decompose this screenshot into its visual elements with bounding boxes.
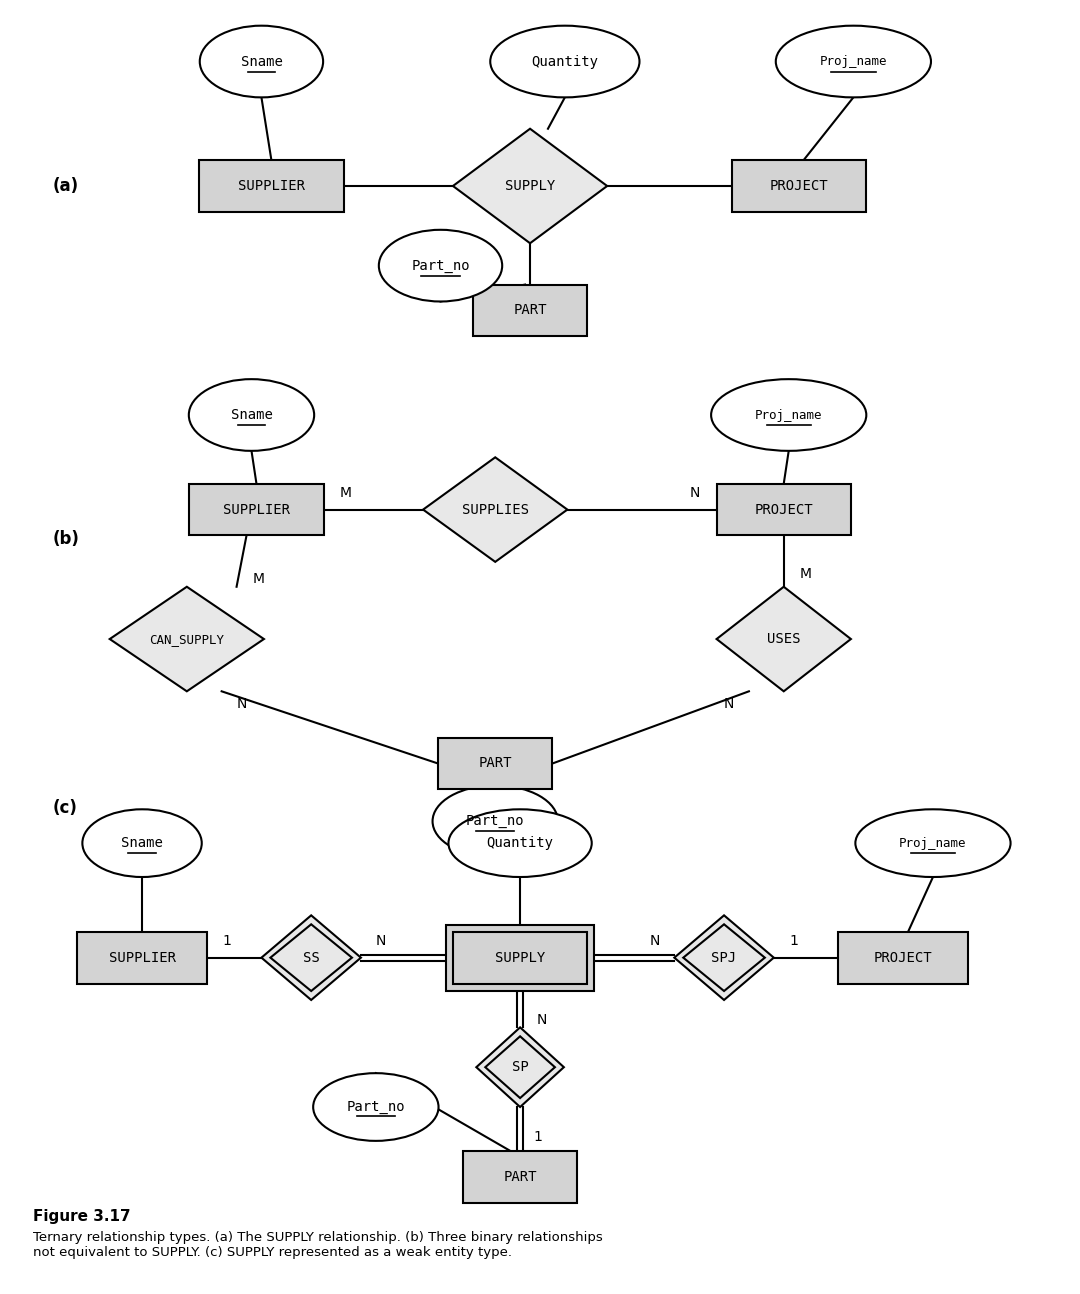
Text: Figure 3.17: Figure 3.17 — [32, 1209, 131, 1224]
Text: Part_no: Part_no — [347, 1100, 405, 1114]
Text: Sname: Sname — [241, 54, 282, 69]
Text: M: M — [339, 485, 351, 499]
Polygon shape — [261, 915, 361, 1000]
Text: PROJECT: PROJECT — [755, 502, 813, 516]
Ellipse shape — [448, 809, 592, 877]
Ellipse shape — [490, 26, 639, 97]
Text: N: N — [689, 485, 700, 499]
Text: SUPPLIES: SUPPLIES — [462, 502, 529, 516]
Bar — [717, 484, 851, 536]
Polygon shape — [453, 128, 607, 243]
Bar — [446, 925, 594, 990]
Text: 1: 1 — [534, 1130, 542, 1144]
Ellipse shape — [189, 379, 314, 450]
Text: SS: SS — [302, 951, 320, 964]
Text: PART: PART — [513, 304, 546, 317]
Text: SP: SP — [512, 1060, 528, 1074]
Text: CAN_SUPPLY: CAN_SUPPLY — [149, 633, 225, 646]
Polygon shape — [485, 1036, 555, 1099]
Ellipse shape — [433, 785, 558, 857]
Text: (a): (a) — [53, 177, 79, 195]
Polygon shape — [423, 457, 567, 562]
Text: PROJECT: PROJECT — [769, 179, 828, 193]
Bar — [731, 160, 866, 212]
Ellipse shape — [313, 1073, 438, 1141]
Text: Proj_name: Proj_name — [900, 837, 967, 850]
Text: PART: PART — [503, 1170, 537, 1184]
Text: M: M — [253, 572, 265, 586]
Text: (b): (b) — [53, 531, 80, 549]
Bar — [78, 932, 206, 983]
Text: 1: 1 — [222, 934, 231, 947]
Text: SUPPLIER: SUPPLIER — [238, 179, 305, 193]
Text: SUPPLIER: SUPPLIER — [222, 502, 289, 516]
Text: SUPPLIER: SUPPLIER — [109, 951, 176, 964]
Ellipse shape — [775, 26, 931, 97]
Bar — [200, 160, 343, 212]
Ellipse shape — [200, 26, 323, 97]
Ellipse shape — [379, 230, 502, 302]
Polygon shape — [717, 586, 851, 691]
Bar — [453, 932, 588, 983]
Text: Quantity: Quantity — [531, 54, 598, 69]
Text: Ternary relationship types. (a) The SUPPLY relationship. (b) Three binary relati: Ternary relationship types. (a) The SUPP… — [32, 1232, 603, 1259]
Polygon shape — [684, 924, 765, 991]
Text: N: N — [237, 696, 246, 710]
Text: Proj_name: Proj_name — [755, 409, 823, 422]
Text: SPJ: SPJ — [712, 951, 737, 964]
Text: N: N — [537, 1013, 548, 1027]
Text: SUPPLY: SUPPLY — [505, 179, 555, 193]
Ellipse shape — [82, 809, 202, 877]
Polygon shape — [674, 915, 773, 1000]
Bar — [438, 738, 553, 789]
Text: USES: USES — [767, 631, 800, 646]
Text: PROJECT: PROJECT — [874, 951, 932, 964]
Polygon shape — [270, 924, 352, 991]
Text: N: N — [649, 934, 660, 947]
Bar — [473, 285, 588, 336]
Text: 1: 1 — [789, 934, 798, 947]
Text: M: M — [799, 567, 812, 581]
Text: SUPPLY: SUPPLY — [495, 951, 545, 964]
Text: Part_no: Part_no — [465, 814, 525, 828]
Text: Part_no: Part_no — [411, 259, 470, 273]
Text: (c): (c) — [53, 800, 78, 818]
Bar — [463, 1150, 578, 1202]
Text: Quantity: Quantity — [487, 836, 554, 850]
Ellipse shape — [855, 809, 1011, 877]
Text: Sname: Sname — [121, 836, 163, 850]
Bar — [189, 484, 324, 536]
Text: N: N — [724, 696, 734, 710]
Polygon shape — [476, 1027, 564, 1106]
Bar — [838, 932, 968, 983]
Text: N: N — [376, 934, 386, 947]
Text: Sname: Sname — [230, 408, 272, 422]
Text: Proj_name: Proj_name — [820, 56, 887, 69]
Ellipse shape — [711, 379, 866, 450]
Text: PART: PART — [478, 757, 512, 770]
Polygon shape — [110, 586, 264, 691]
